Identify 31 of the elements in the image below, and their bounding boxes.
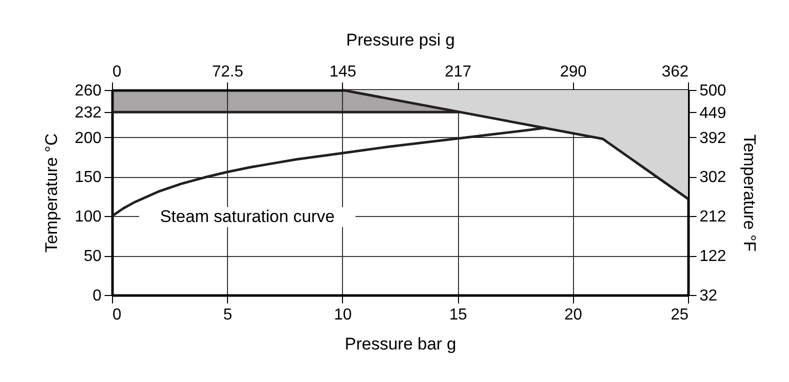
- y-axis-title: Temperature °C: [42, 133, 61, 253]
- y-tick-label: 50: [84, 248, 102, 266]
- x-tick-label: 15: [449, 306, 468, 324]
- y-tick-label: 232: [74, 104, 102, 122]
- y-tick-label: 200: [74, 130, 102, 147]
- y2-axis-title: Temperature °F: [740, 134, 760, 252]
- x-axis-title: Pressure bar g: [344, 334, 456, 354]
- y2-tick-label: 500: [700, 82, 726, 100]
- y-tick-label: 260: [74, 82, 102, 100]
- x-tick-label: 10: [334, 306, 352, 324]
- x2-tick-label: 362: [662, 64, 689, 80]
- annotation: Steam saturation curve: [160, 207, 335, 226]
- y2-tick-label: 302: [700, 169, 726, 186]
- x-tick-label: 25: [670, 306, 689, 324]
- y-tick-label: 150: [74, 169, 102, 186]
- x2-tick-label: 290: [560, 64, 587, 80]
- y-tick-label: 0: [92, 288, 102, 304]
- y2-tick-label: 212: [700, 208, 726, 226]
- y2-tick-label: 392: [700, 130, 726, 147]
- y2-tick-label: 122: [700, 248, 726, 266]
- x-tick-label: 20: [564, 306, 582, 324]
- x2-tick-label: 0: [112, 64, 122, 80]
- x2-tick-label: 217: [444, 64, 472, 80]
- y-tick-label: 100: [74, 208, 102, 226]
- x2-axis-title: Pressure psi g: [346, 30, 455, 50]
- y2-tick-label: 449: [700, 104, 726, 122]
- x2-tick-label: 145: [330, 64, 356, 80]
- x-tick-label: 5: [223, 306, 232, 324]
- x-tick-label: 0: [112, 306, 122, 324]
- x2-tick-label: 72.5: [212, 64, 244, 80]
- y2-tick-label: 32: [700, 288, 718, 304]
